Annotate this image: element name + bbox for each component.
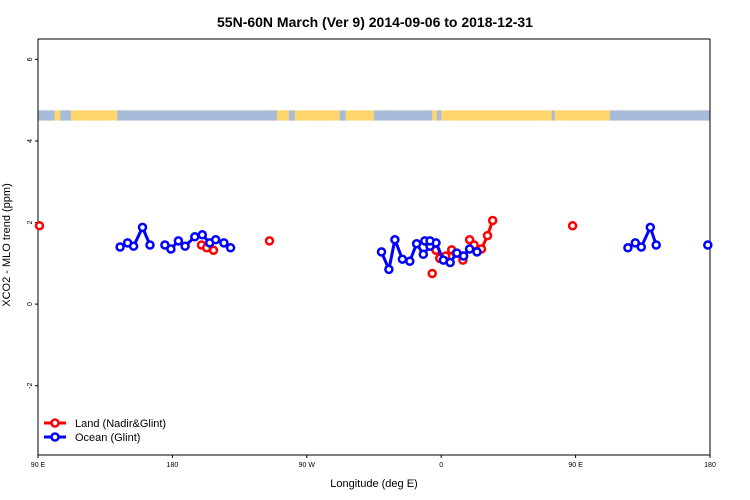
legend-label: Land (Nadir&Glint) (75, 418, 166, 430)
x-axis: 90 E 180 90 W 0 90 E 180 (31, 455, 716, 469)
data-point (219, 238, 229, 248)
x-tick-label: 90 E (31, 462, 46, 469)
legend-marker (50, 432, 60, 442)
map-band-ocean (38, 110, 55, 121)
chart-title: 55N-60N March (Ver 9) 2014-09-06 to 2018… (217, 14, 533, 30)
legend-item: Land (Nadir&Glint) (44, 418, 166, 430)
data-point (190, 232, 200, 242)
map-band-ocean (609, 110, 710, 121)
legend: Land (Nadir&Glint) Ocean (Glint) (44, 418, 166, 444)
data-point (623, 243, 633, 253)
x-tick-label: 90 E (568, 462, 583, 469)
data-point (567, 221, 578, 231)
map-band-ocean (436, 110, 442, 121)
data-point (264, 236, 275, 246)
series-layer (34, 215, 713, 279)
data-point (472, 247, 482, 257)
legend-label: Ocean (Glint) (75, 432, 140, 444)
data-point (128, 241, 139, 251)
data-point (645, 222, 656, 233)
data-point (173, 236, 184, 246)
data-point (425, 236, 435, 246)
data-point (225, 243, 236, 253)
data-point (405, 256, 415, 267)
data-point (197, 230, 208, 240)
data-point (464, 244, 475, 254)
data-point (418, 249, 429, 260)
data-point (210, 234, 221, 245)
plot-frame (37, 38, 711, 456)
data-point (137, 222, 148, 233)
data-point (166, 244, 176, 254)
map-band-ocean (117, 110, 277, 121)
data-point (427, 268, 437, 279)
legend-marker (50, 418, 60, 428)
data-point (703, 240, 713, 250)
legend-item: Ocean (Glint) (44, 432, 140, 444)
data-point (458, 251, 469, 261)
y-tick-label: 0 (27, 302, 34, 306)
data-point (445, 257, 455, 268)
data-point (376, 247, 387, 257)
y-tick-label: 6 (27, 57, 34, 61)
y-tick-label: -2 (27, 382, 34, 388)
data-point (145, 240, 155, 250)
data-point (208, 245, 219, 256)
map-band-ocean (288, 110, 295, 121)
data-point (390, 234, 400, 245)
map-band-ocean (60, 110, 71, 121)
x-tick-label: 90 W (299, 462, 316, 469)
data-point (34, 221, 45, 231)
x-tick-label: 180 (704, 462, 716, 469)
data-point (384, 264, 394, 275)
x-axis-label: Longitude (deg E) (330, 478, 417, 490)
map-band-ocean (551, 110, 555, 121)
y-tick-label: 4 (27, 139, 34, 143)
series-1 (115, 222, 713, 275)
data-point (411, 238, 422, 249)
x-tick-label: 180 (167, 462, 179, 469)
data-point (630, 238, 641, 248)
map-band-ocean (374, 110, 433, 121)
data-point (115, 242, 125, 252)
y-axis-label: XCO2 - MLO trend (ppm) (1, 183, 13, 306)
map-band-ocean (339, 110, 346, 121)
data-point (487, 215, 498, 226)
data-point (636, 242, 647, 252)
y-tick-label: 2 (27, 220, 34, 224)
map-band (38, 110, 710, 121)
data-point (397, 254, 408, 264)
data-point (482, 230, 493, 241)
data-point (651, 240, 661, 250)
x-tick-label: 0 (439, 462, 443, 469)
data-point (180, 241, 190, 251)
